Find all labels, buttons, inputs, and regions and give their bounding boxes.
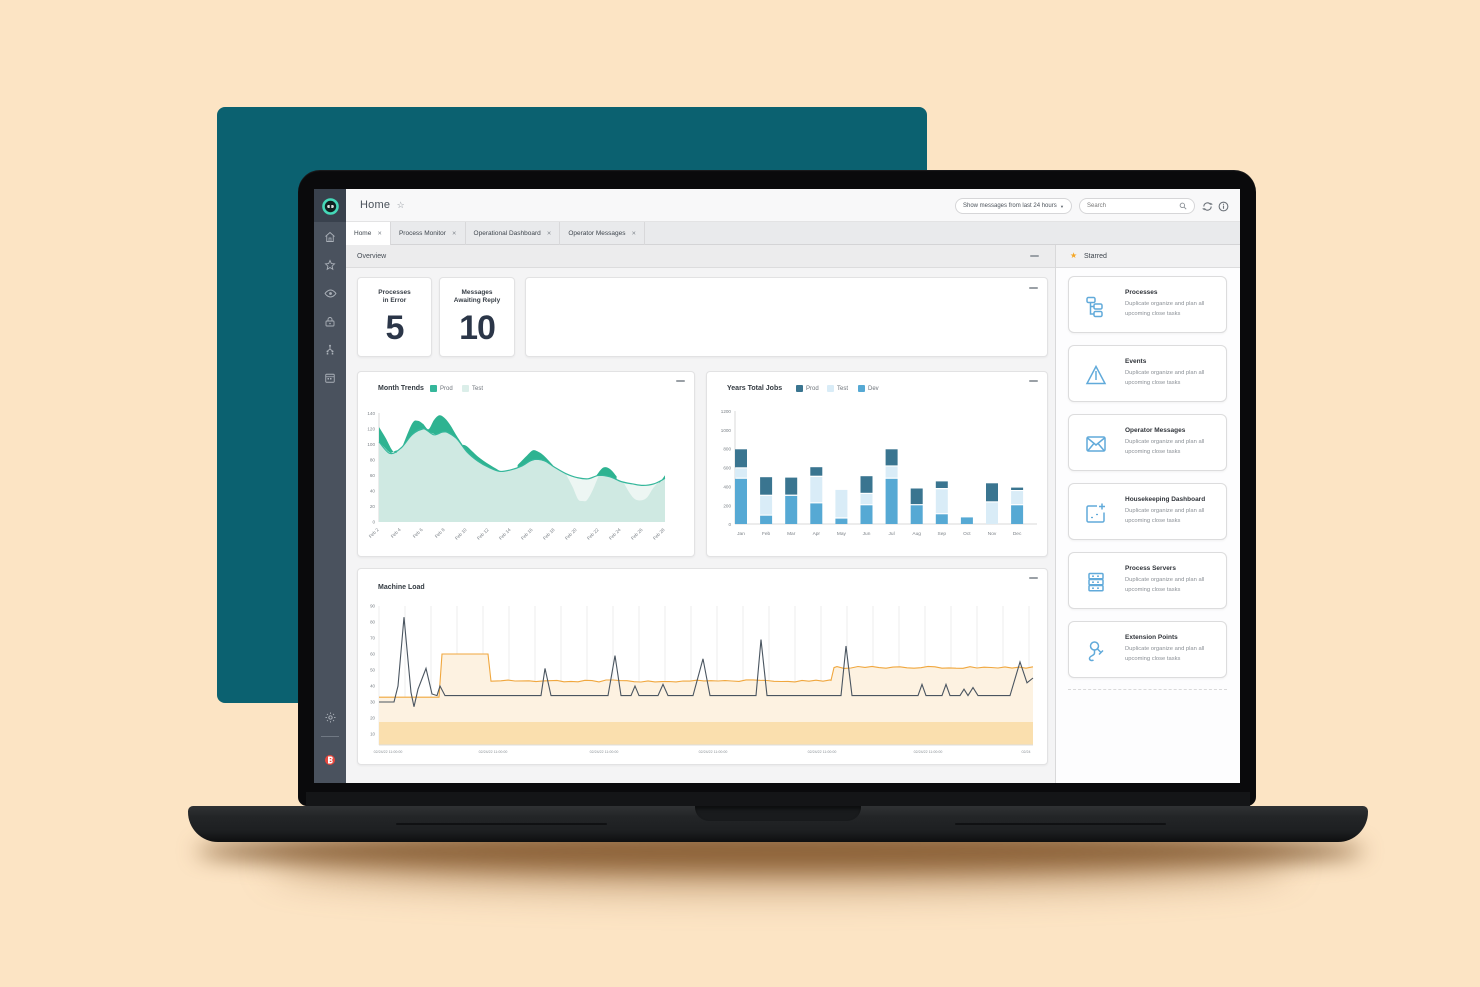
svg-text:Feb 26: Feb 26 bbox=[630, 527, 644, 541]
svg-text:02/24/22 11:00:00: 02/24/22 11:00:00 bbox=[699, 750, 728, 754]
svg-text:Apr: Apr bbox=[813, 531, 821, 537]
svg-text:200: 200 bbox=[723, 503, 731, 508]
svg-text:Jan: Jan bbox=[737, 531, 745, 537]
svg-text:Feb 18: Feb 18 bbox=[542, 527, 556, 541]
svg-text:80: 80 bbox=[370, 620, 375, 625]
svg-text:0: 0 bbox=[372, 520, 375, 525]
svg-text:20: 20 bbox=[370, 504, 376, 509]
svg-text:600: 600 bbox=[723, 466, 731, 471]
svg-text:Feb 4: Feb 4 bbox=[390, 527, 402, 539]
svg-text:70: 70 bbox=[370, 636, 375, 641]
svg-text:40: 40 bbox=[370, 489, 376, 494]
svg-text:60: 60 bbox=[370, 652, 375, 657]
svg-text:Dec: Dec bbox=[1013, 531, 1022, 537]
svg-text:02/24/22 11:00:00: 02/24/22 11:00:00 bbox=[374, 750, 403, 754]
svg-text:Feb 28: Feb 28 bbox=[652, 527, 666, 541]
svg-text:Feb 20: Feb 20 bbox=[564, 527, 578, 541]
svg-text:0: 0 bbox=[728, 522, 731, 527]
svg-text:Feb 6: Feb 6 bbox=[412, 527, 424, 539]
svg-text:50: 50 bbox=[370, 668, 375, 673]
svg-text:Feb: Feb bbox=[762, 531, 771, 537]
svg-text:120: 120 bbox=[367, 427, 375, 432]
svg-text:02/24: 02/24 bbox=[1022, 750, 1031, 754]
svg-text:Feb 24: Feb 24 bbox=[608, 527, 622, 541]
svg-text:Feb 16: Feb 16 bbox=[520, 527, 534, 541]
svg-text:20: 20 bbox=[370, 716, 375, 721]
svg-text:100: 100 bbox=[367, 442, 375, 447]
svg-text:Jul: Jul bbox=[889, 531, 895, 537]
svg-text:02/24/22 11:00:00: 02/24/22 11:00:00 bbox=[808, 750, 837, 754]
svg-text:02/24/22 11:00:00: 02/24/22 11:00:00 bbox=[914, 750, 943, 754]
svg-text:Nov: Nov bbox=[988, 531, 997, 537]
svg-text:Feb 12: Feb 12 bbox=[476, 527, 490, 541]
svg-text:400: 400 bbox=[723, 485, 731, 490]
svg-text:30: 30 bbox=[370, 700, 375, 705]
svg-text:10: 10 bbox=[370, 732, 375, 737]
svg-text:May: May bbox=[837, 531, 847, 537]
svg-text:140: 140 bbox=[367, 411, 375, 416]
svg-text:Feb 14: Feb 14 bbox=[498, 527, 512, 541]
svg-text:Mar: Mar bbox=[787, 531, 796, 537]
svg-text:80: 80 bbox=[370, 458, 376, 463]
svg-text:90: 90 bbox=[370, 604, 375, 609]
svg-text:Oct: Oct bbox=[963, 531, 971, 537]
svg-text:Feb 2: Feb 2 bbox=[368, 527, 380, 539]
svg-text:40: 40 bbox=[370, 684, 375, 689]
svg-text:02/24/22 11:00:00: 02/24/22 11:00:00 bbox=[590, 750, 619, 754]
svg-text:800: 800 bbox=[723, 447, 731, 452]
svg-text:Aug: Aug bbox=[912, 531, 921, 537]
svg-text:1200: 1200 bbox=[721, 409, 732, 414]
svg-text:Feb 22: Feb 22 bbox=[586, 527, 600, 541]
svg-text:Sep: Sep bbox=[938, 531, 947, 537]
svg-text:60: 60 bbox=[370, 473, 376, 478]
svg-text:Feb 10: Feb 10 bbox=[454, 527, 468, 541]
svg-text:Feb 8: Feb 8 bbox=[434, 527, 446, 539]
svg-text:02/24/22 11:00:00: 02/24/22 11:00:00 bbox=[479, 750, 508, 754]
svg-text:Jun: Jun bbox=[863, 531, 871, 537]
svg-text:1000: 1000 bbox=[721, 428, 732, 433]
